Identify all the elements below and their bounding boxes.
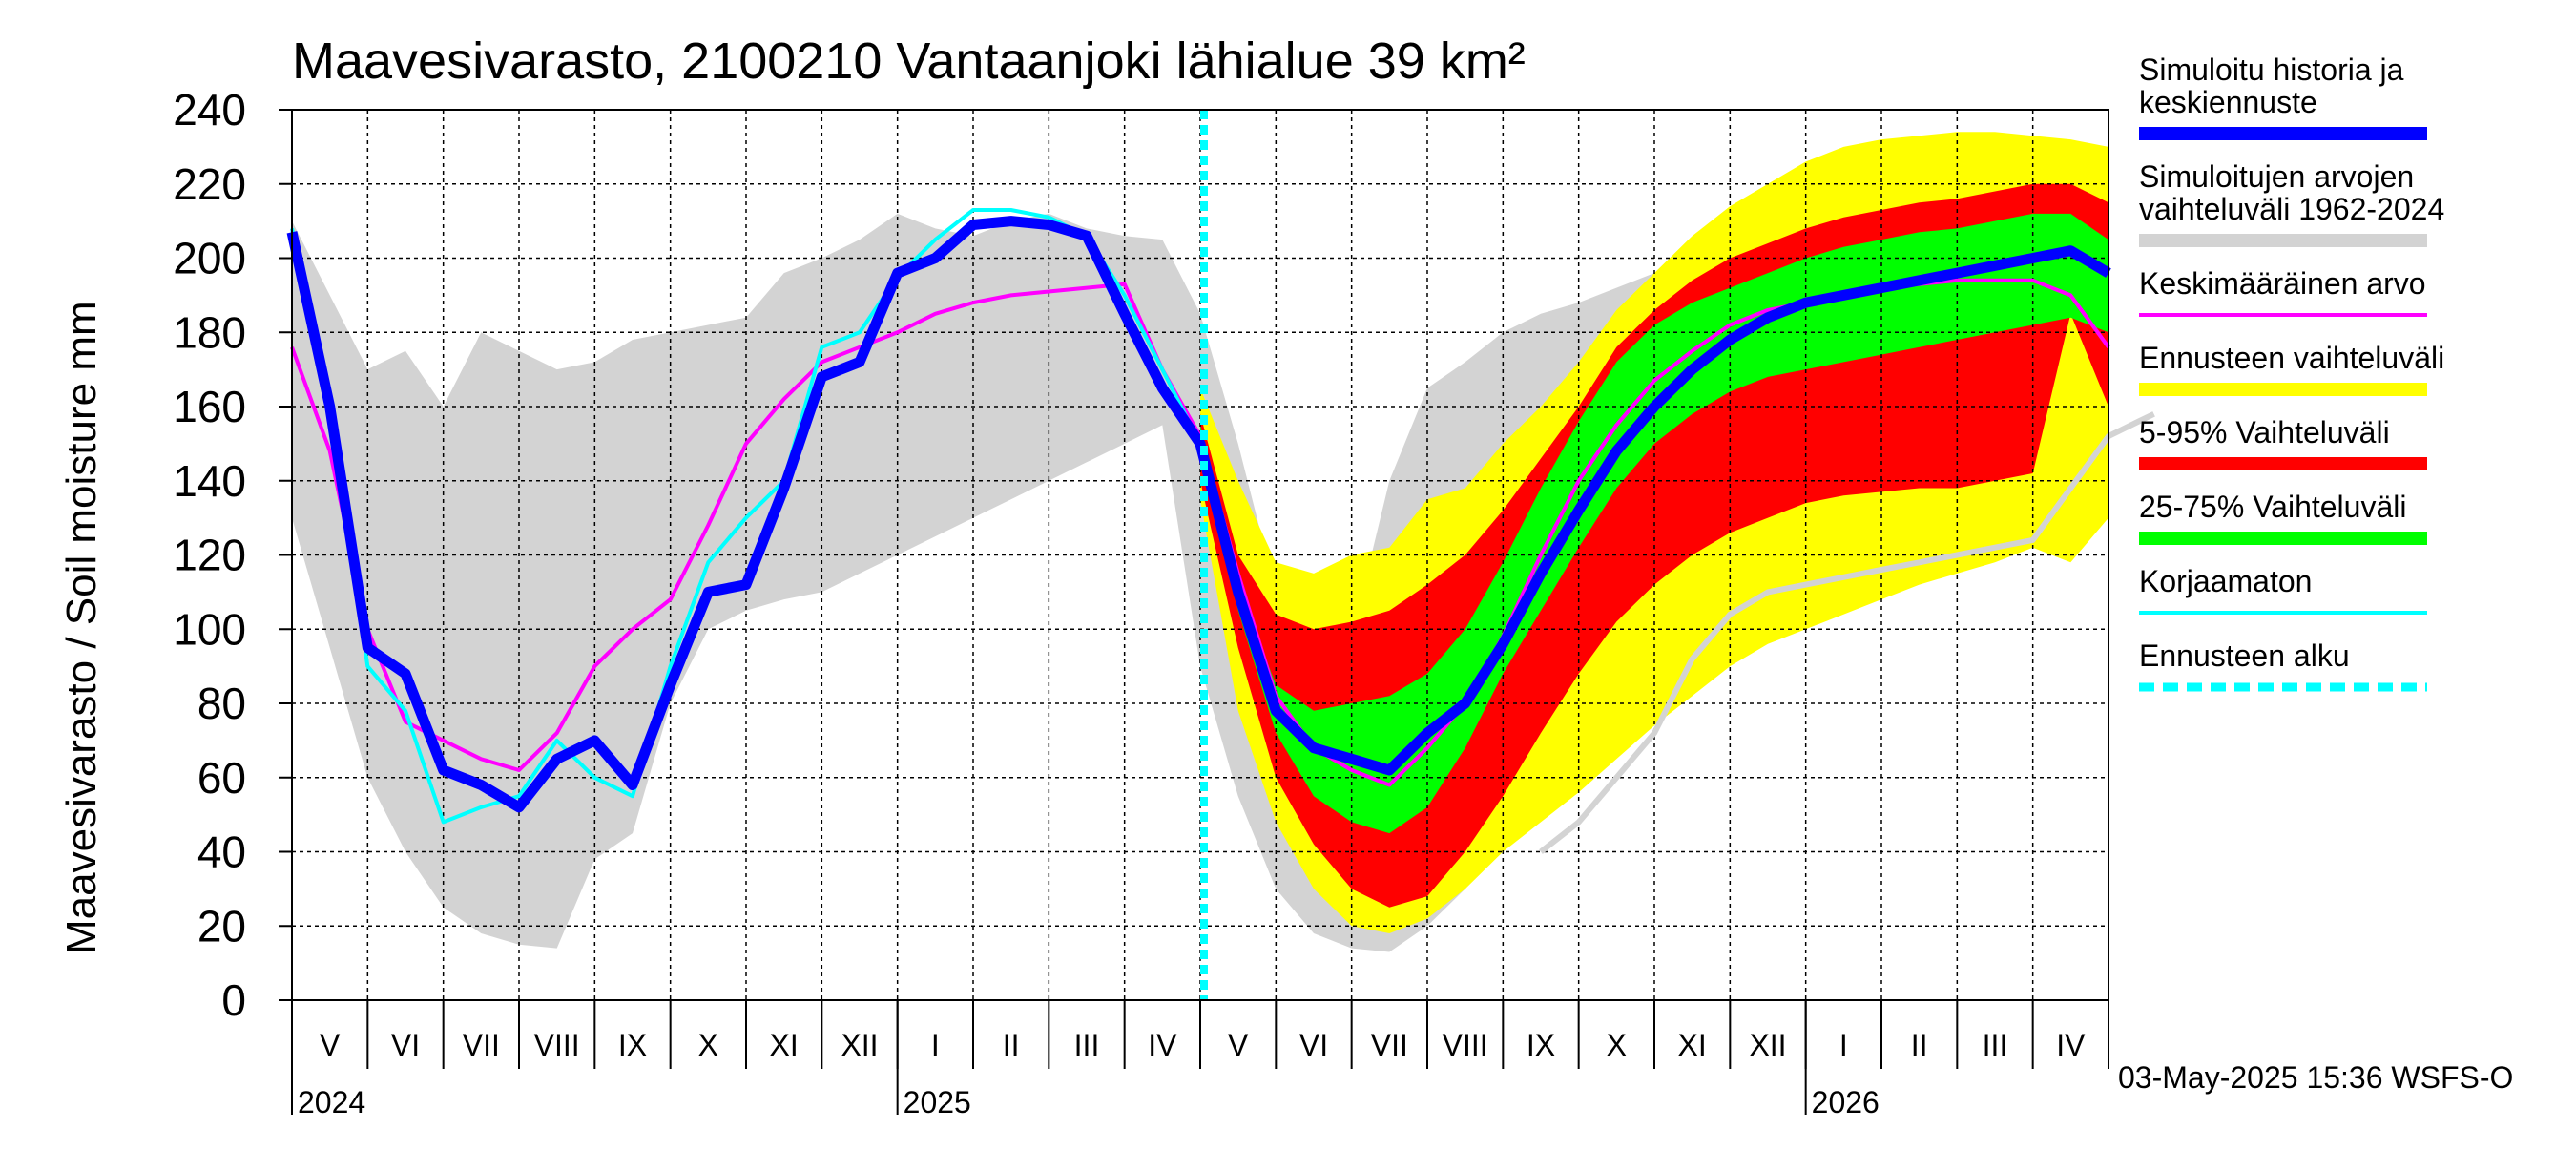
y-axis-label: Maavesivarasto / Soil moisture mm <box>58 301 105 954</box>
legend-item: Simuloitu historia ja keskiennuste <box>2139 52 2427 140</box>
legend-label-line: vaihteluväli 1962-2024 <box>2139 192 2444 226</box>
year-label: 2026 <box>1812 1085 1880 1119</box>
month-label: IV <box>2056 1028 2086 1062</box>
y-tick-label: 200 <box>173 234 246 283</box>
legend-label: 25-75% Vaihteluväli <box>2139 490 2406 524</box>
y-tick-label: 180 <box>173 307 246 357</box>
month-label: II <box>1911 1028 1928 1062</box>
y-tick-label: 160 <box>173 382 246 431</box>
legend: Simuloitu historia ja keskiennusteSimuloi… <box>2139 52 2444 692</box>
legend-label-line: 5-95% Vaihteluväli <box>2139 415 2390 450</box>
month-label: VII <box>1371 1028 1408 1062</box>
legend-label-line: Keskimääräinen arvo <box>2139 266 2426 301</box>
legend-swatch <box>2139 532 2427 545</box>
legend-label-line: Korjaamaton <box>2139 564 2312 598</box>
month-label: I <box>931 1028 940 1062</box>
month-label: III <box>1983 1028 2008 1062</box>
y-tick-label: 80 <box>197 679 246 728</box>
month-label: VIII <box>1443 1028 1488 1062</box>
month-label: XII <box>1749 1028 1786 1062</box>
lines-layer <box>286 110 2155 1000</box>
month-label: VII <box>463 1028 500 1062</box>
y-tick-label: 0 <box>221 975 246 1025</box>
legend-swatch <box>2139 127 2427 140</box>
month-label: X <box>698 1028 718 1062</box>
legend-swatch <box>2139 457 2427 470</box>
y-tick-label: 100 <box>173 604 246 654</box>
month-label: XII <box>841 1028 878 1062</box>
month-label: III <box>1074 1028 1100 1062</box>
month-label: XI <box>1678 1028 1707 1062</box>
month-label: V <box>320 1028 341 1062</box>
legend-label: Simuloitujen arvojen vaihteluväli 1962-20… <box>2139 159 2444 226</box>
month-label: II <box>1003 1028 1020 1062</box>
historical-reference-line <box>1539 411 2155 854</box>
legend-label: Ennusteen alku <box>2139 638 2350 673</box>
simulated-forecast-line <box>286 216 2111 813</box>
legend-label: Keskimääräinen arvo <box>2139 266 2426 301</box>
legend-item: 25-75% Vaihteluväli <box>2139 490 2427 545</box>
legend-label-line: Simuloitu historia ja <box>2139 52 2404 87</box>
legend-label-line: 25-75% Vaihteluväli <box>2139 490 2406 524</box>
legend-label: Korjaamaton <box>2139 564 2312 598</box>
uncorrected-line <box>290 208 1202 825</box>
month-label: X <box>1607 1028 1627 1062</box>
month-label: VIII <box>534 1028 580 1062</box>
year-label: 2024 <box>298 1085 365 1119</box>
y-tick-label: 240 <box>173 85 246 135</box>
y-tick-label: 20 <box>197 901 246 951</box>
legend-item: Ennusteen alku <box>2139 638 2427 692</box>
month-label: IX <box>618 1028 647 1062</box>
month-label: V <box>1228 1028 1249 1062</box>
month-label: IX <box>1527 1028 1555 1062</box>
month-label: XI <box>770 1028 799 1062</box>
legend-label-line: Ennusteen vaihteluväli <box>2139 341 2444 375</box>
chart-title: Maavesivarasto, 2100210 Vantaanjoki lähi… <box>292 32 1526 90</box>
y-tick-label: 60 <box>197 753 246 803</box>
month-label: VI <box>391 1028 420 1062</box>
month-label: IV <box>1148 1028 1177 1062</box>
legend-item: Ennusteen vaihteluväli <box>2139 341 2444 396</box>
legend-label-line: keskiennuste <box>2139 85 2317 119</box>
legend-label: Simuloitu historia ja keskiennuste <box>2139 52 2404 119</box>
legend-label-line: Ennusteen alku <box>2139 638 2350 673</box>
legend-label-line: Simuloitujen arvojen <box>2139 159 2414 194</box>
year-label: 2025 <box>904 1085 971 1119</box>
footer-timestamp: 03-May-2025 15:36 WSFS-O <box>2118 1060 2513 1095</box>
month-label: I <box>1839 1028 1848 1062</box>
y-tick-label: 120 <box>173 531 246 580</box>
legend-item: 5-95% Vaihteluväli <box>2139 415 2427 470</box>
y-tick-label: 220 <box>173 159 246 209</box>
legend-swatch <box>2139 234 2427 247</box>
legend-label: 5-95% Vaihteluväli <box>2139 415 2390 450</box>
y-tick-label: 140 <box>173 456 246 506</box>
legend-swatch <box>2139 383 2427 396</box>
legend-item: Simuloitujen arvojen vaihteluväli 1962-20… <box>2139 159 2444 247</box>
y-tick-label: 40 <box>197 827 246 877</box>
month-label: VI <box>1299 1028 1328 1062</box>
legend-item: Keskimääräinen arvo <box>2139 266 2427 317</box>
legend-item: Korjaamaton <box>2139 564 2427 615</box>
legend-label: Ennusteen vaihteluväli <box>2139 341 2444 375</box>
